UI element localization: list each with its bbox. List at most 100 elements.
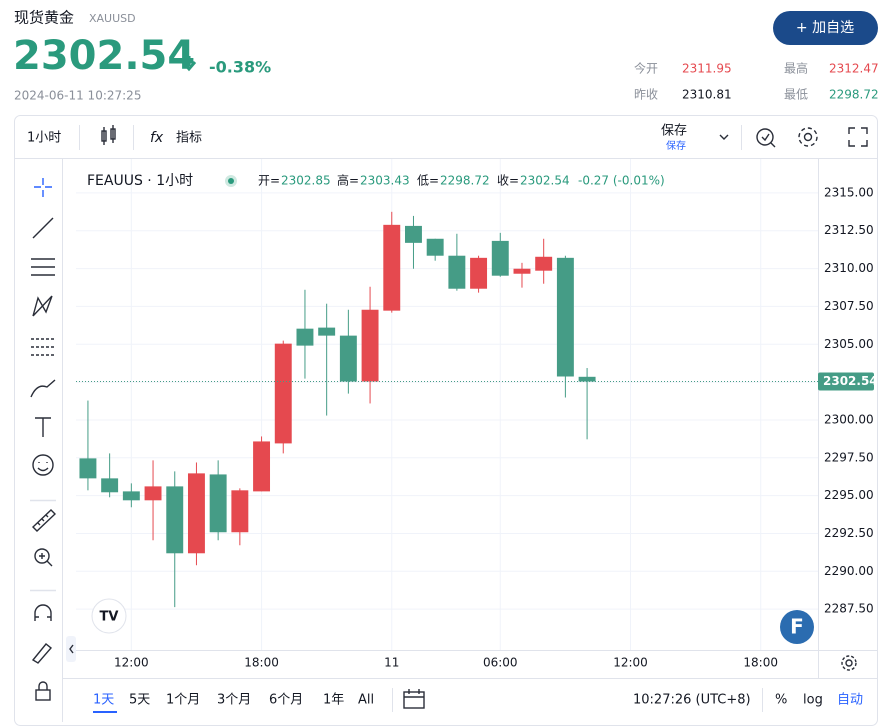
x-tick-label: 12:00 (613, 656, 648, 670)
candle-body (556, 257, 574, 377)
zoom-tool[interactable] (34, 548, 50, 564)
legend-value: 2303.43 (360, 174, 410, 188)
range-button[interactable]: 6个月 (269, 693, 303, 708)
x-tick-label: 12:00 (114, 656, 149, 670)
range-button[interactable]: 1年 (323, 693, 344, 708)
chart-type-button[interactable] (101, 125, 116, 145)
interval-button[interactable]: 1小时 (27, 131, 61, 146)
y-tick-label: 2287.50 (824, 602, 874, 616)
collapse-arrow (69, 644, 74, 654)
candle-body (535, 256, 553, 271)
crosshair-tool[interactable] (34, 178, 52, 197)
auto-button[interactable]: 自动 (837, 693, 863, 708)
last-price: 2302.54 (13, 33, 195, 79)
x-tick-label: 18:00 (743, 656, 778, 670)
candle-body (578, 376, 596, 382)
change-percent: -0.38% (209, 58, 271, 77)
legend-value: 2302.85 (281, 174, 331, 188)
range-button[interactable]: 1天 (93, 693, 114, 708)
log-button[interactable]: log (803, 693, 823, 708)
pattern-tool[interactable] (32, 295, 53, 317)
candle-body (187, 473, 205, 554)
alert-button[interactable] (756, 128, 776, 148)
line-tool[interactable] (32, 217, 54, 239)
stat-value: 2312.47 (829, 62, 879, 76)
magnet-tool[interactable] (34, 604, 52, 621)
clock: 10:27:26 (UTC+8) (633, 693, 751, 708)
stat-value: 2311.95 (682, 62, 732, 76)
axis-settings[interactable] (841, 655, 857, 671)
tv-logo (91, 598, 127, 634)
stat-value: 2310.81 (682, 88, 732, 102)
x-tick-label: 11 (384, 656, 399, 670)
y-tick-label: 2310.00 (824, 261, 874, 275)
candle-body (491, 240, 509, 276)
date-range-button[interactable] (403, 689, 425, 709)
range-button[interactable]: All (358, 693, 374, 708)
text-tool[interactable] (35, 417, 51, 437)
price-label: 2302.54 (823, 374, 878, 388)
legend-value: 2298.72 (440, 174, 490, 188)
stat-label: 最低 (784, 88, 808, 102)
fullscreen-button[interactable] (848, 127, 868, 147)
candle-body (361, 309, 379, 382)
status-dot-inner (228, 178, 234, 184)
legend-value: 2302.54 (520, 174, 570, 188)
candle-body (448, 255, 466, 289)
candle-body (339, 335, 357, 382)
ruler-tool[interactable] (31, 509, 57, 532)
save-button[interactable]: 保存 (661, 124, 687, 139)
percent-button[interactable]: % (775, 693, 787, 708)
y-tick-label: 2295.00 (824, 488, 874, 502)
x-tick-label: 06:00 (483, 656, 518, 670)
x-tick-label: 18:00 (244, 656, 279, 670)
watchlist-button[interactable] (773, 11, 878, 45)
fib-tool[interactable] (31, 258, 55, 276)
stat-label: 昨收 (634, 88, 658, 102)
emoji-tool[interactable] (32, 454, 54, 476)
candle-body (426, 238, 444, 256)
save-menu[interactable] (719, 134, 729, 140)
range-button[interactable]: 5天 (129, 693, 150, 708)
candle-body (383, 224, 401, 311)
y-tick-label: 2297.50 (824, 450, 874, 464)
indicators-button[interactable]: 指标 (176, 131, 202, 146)
tool-icons (30, 178, 57, 701)
stat-label: 最高 (784, 61, 808, 76)
range-button[interactable]: 1个月 (166, 693, 200, 708)
candle-body (231, 490, 249, 533)
brush-tool[interactable] (30, 379, 56, 398)
y-tick-label: 2292.50 (824, 526, 874, 540)
candle-body (318, 327, 336, 336)
candle-body (470, 257, 488, 289)
grid: 2287.50 2290.00 2292.50 2295.00 2297.50 2300.… (76, 159, 874, 670)
legend-label: 收= (497, 174, 519, 188)
legend-symbol: FEAUUS · 1小时 (87, 173, 193, 189)
candle-body (144, 486, 162, 501)
lock-drawing-tool[interactable] (31, 643, 53, 664)
stat-label: 今开 (634, 61, 658, 76)
collapse-toolbar[interactable] (66, 636, 76, 662)
settings-button[interactable] (798, 127, 818, 147)
watchlist-button-label[interactable]: + 加自选 (796, 20, 854, 36)
instrument-name: 现货黄金 (14, 9, 74, 27)
candle-body (274, 343, 292, 444)
f-logo-text: F (790, 615, 804, 639)
legend-change: -0.27 (-0.01%) (578, 174, 665, 188)
candle-body (101, 478, 119, 493)
chart-frame (14, 115, 878, 726)
legend-label: 开= (258, 174, 280, 188)
range-button[interactable]: 3个月 (217, 693, 251, 708)
y-tick-label: 2305.00 (824, 337, 874, 351)
candle-body (122, 491, 140, 501)
fx-icon[interactable]: fx (150, 130, 164, 146)
price-label-box (818, 372, 874, 391)
forecast-tool[interactable] (31, 338, 55, 356)
candle-body (296, 328, 314, 346)
lock-tool[interactable] (35, 689, 51, 701)
timestamp: 2024-06-11 10:27:25 (14, 89, 141, 103)
candle-body (79, 458, 97, 479)
range-bar: 1天 5天 1个月 3个月 6个月 1年 All (93, 693, 374, 713)
instrument-symbol: XAUUSD (89, 12, 136, 25)
